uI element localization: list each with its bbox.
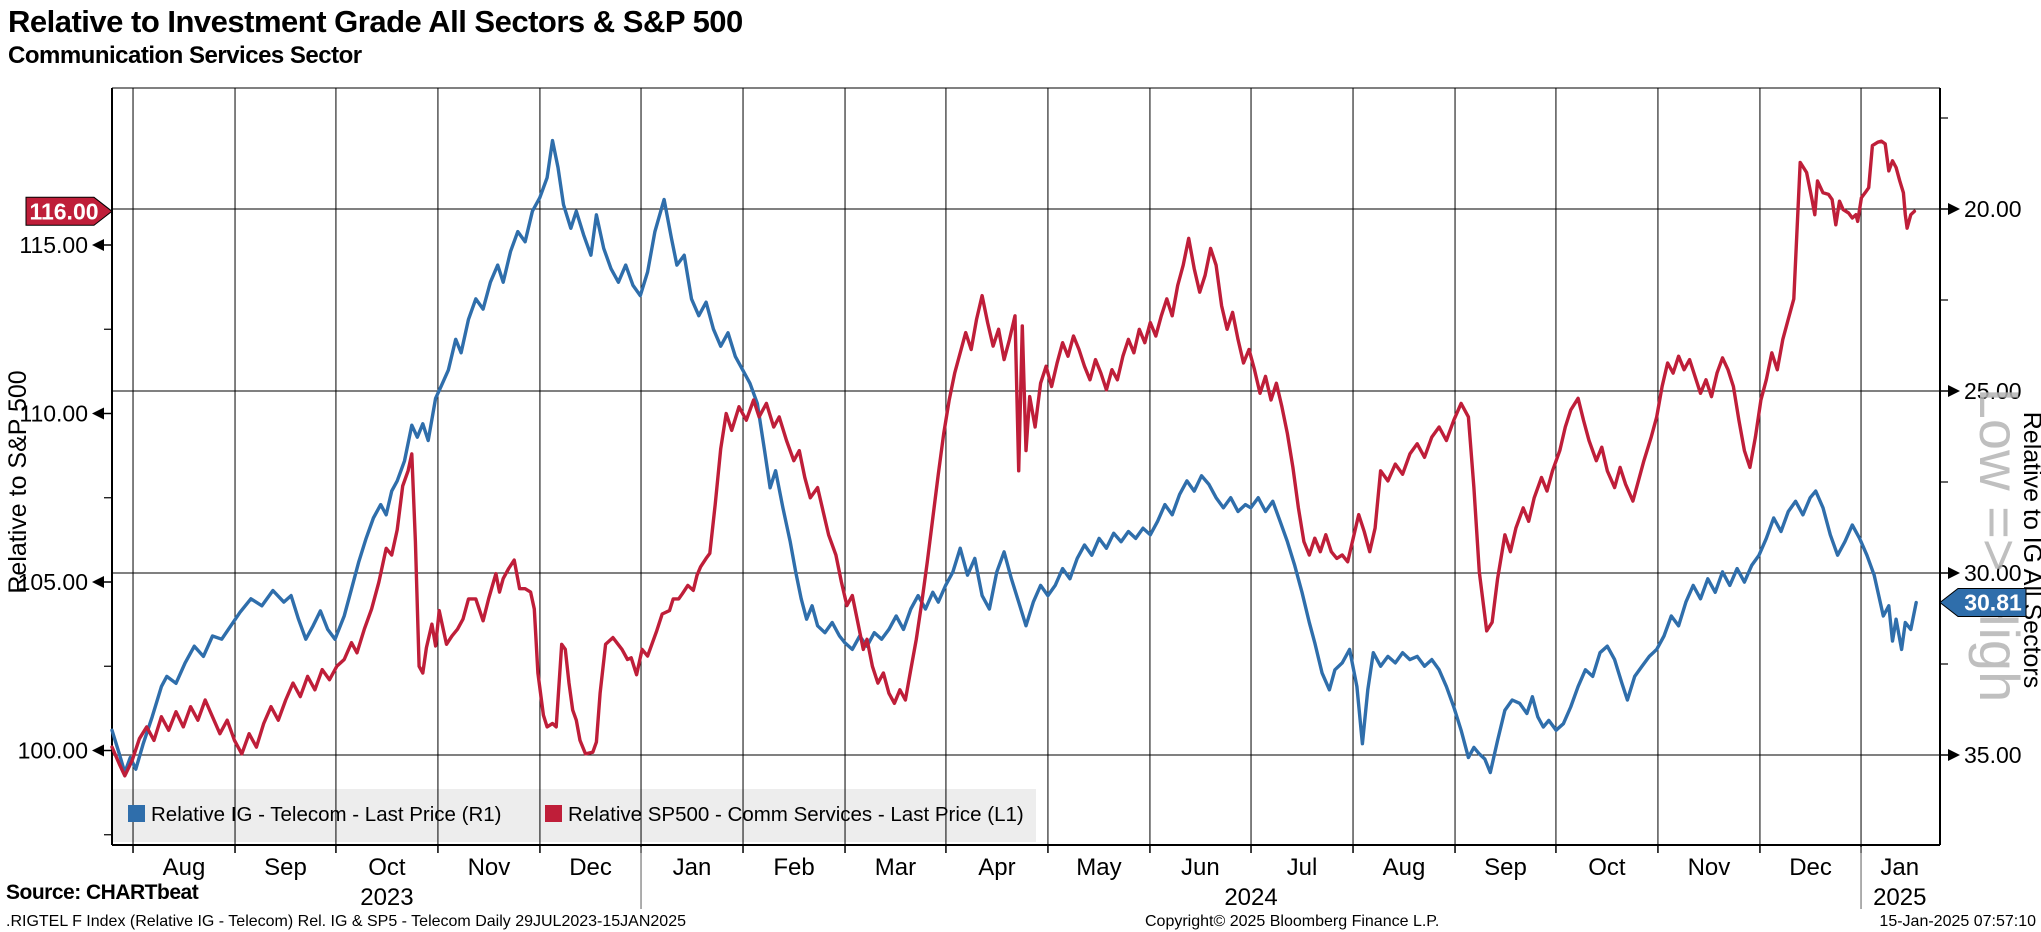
- right-tick-label: 30.00: [1964, 560, 2022, 586]
- right-last-price-badge: 30.81: [1939, 587, 2027, 617]
- left-tick-label: 115.00: [19, 232, 88, 258]
- chart-plot-area: 100.00 105.00 110.00 115.00 20.00 25.00 30.00 3…: [18, 87, 2022, 911]
- right-axis-title: Relative to IG All Sectors: [2018, 412, 2041, 689]
- x-year-label: 2025: [1873, 884, 1926, 911]
- left-tick-arrow: [92, 407, 104, 420]
- x-month-label: Oct: [368, 854, 406, 881]
- legend-label: Relative IG - Telecom - Last Price (R1): [151, 803, 502, 826]
- left-badge-value: 116.00: [29, 198, 98, 224]
- left-last-price-badge: 116.00: [25, 196, 113, 226]
- left-badge-shape: [25, 196, 113, 226]
- x-month-label: Feb: [773, 854, 814, 881]
- x-month-label: Nov: [468, 854, 511, 881]
- x-month-label: Aug: [163, 854, 206, 881]
- x-month-label: Dec: [1789, 854, 1832, 881]
- right-tick-arrow: [1948, 203, 1960, 215]
- x-month-label: Jan: [1880, 854, 1919, 881]
- x-month-label: Sep: [1484, 854, 1527, 881]
- x-month-label: Jan: [673, 854, 712, 881]
- right-tick-label: 35.00: [1964, 742, 2022, 768]
- legend-swatch-red: [545, 805, 562, 822]
- legend-label: Relative SP500 - Comm Services - Last Pr…: [568, 803, 1024, 826]
- footer-description: .RIGTEL F Index (Relative IG - Telecom) …: [6, 913, 686, 930]
- x-month-label: Nov: [1688, 854, 1731, 881]
- right-tick-label: 25.00: [1964, 378, 2022, 404]
- left-tick-arrow: [92, 239, 104, 251]
- legend-swatch-blue: [128, 805, 145, 822]
- left-tick-arrow: [92, 576, 104, 588]
- right-tick-label: 20.00: [1964, 196, 2022, 222]
- legend-background: [113, 789, 1036, 842]
- series-line-red-sp500-comm: [110, 139, 1917, 778]
- footer-copyright: Copyright© 2025 Bloomberg Finance L.P.: [1145, 913, 1439, 930]
- x-month-label: Aug: [1383, 854, 1426, 881]
- left-tick-label: 110.00: [19, 401, 88, 427]
- series-line-blue-ig-telecom: [110, 138, 1918, 775]
- left-tick-label: 100.00: [18, 738, 88, 764]
- left-tick-arrow: [92, 744, 104, 757]
- watermark-low-high: Low => High: [1968, 388, 2031, 702]
- x-month-label: Apr: [978, 854, 1015, 881]
- right-tick-arrow: [1948, 385, 1960, 397]
- right-tick-arrow: [1948, 567, 1960, 579]
- x-month-label: Oct: [1588, 854, 1626, 881]
- right-badge-shape: [1939, 587, 2027, 617]
- x-month-label: Sep: [264, 854, 307, 881]
- left-axis-title: Relative to S&P 500: [4, 370, 32, 593]
- footer-timestamp: 15-Jan-2025 07:57:10: [1879, 913, 2036, 930]
- x-year-label: 2024: [1224, 884, 1277, 911]
- right-tick-arrow: [1948, 749, 1960, 761]
- x-month-label: Dec: [569, 854, 612, 881]
- page-subtitle: Communication Services Sector: [8, 42, 362, 69]
- source-label: Source: CHARTbeat: [6, 881, 199, 904]
- right-badge-value: 30.81: [1964, 589, 2022, 615]
- left-tick-label: 105.00: [18, 569, 88, 595]
- page-title: Relative to Investment Grade All Sectors…: [8, 4, 743, 39]
- x-month-label: Mar: [875, 854, 916, 881]
- x-year-label: 2023: [360, 884, 413, 911]
- x-month-label: May: [1076, 854, 1121, 881]
- x-month-label: Jul: [1287, 854, 1318, 881]
- x-month-label: Jun: [1181, 854, 1220, 881]
